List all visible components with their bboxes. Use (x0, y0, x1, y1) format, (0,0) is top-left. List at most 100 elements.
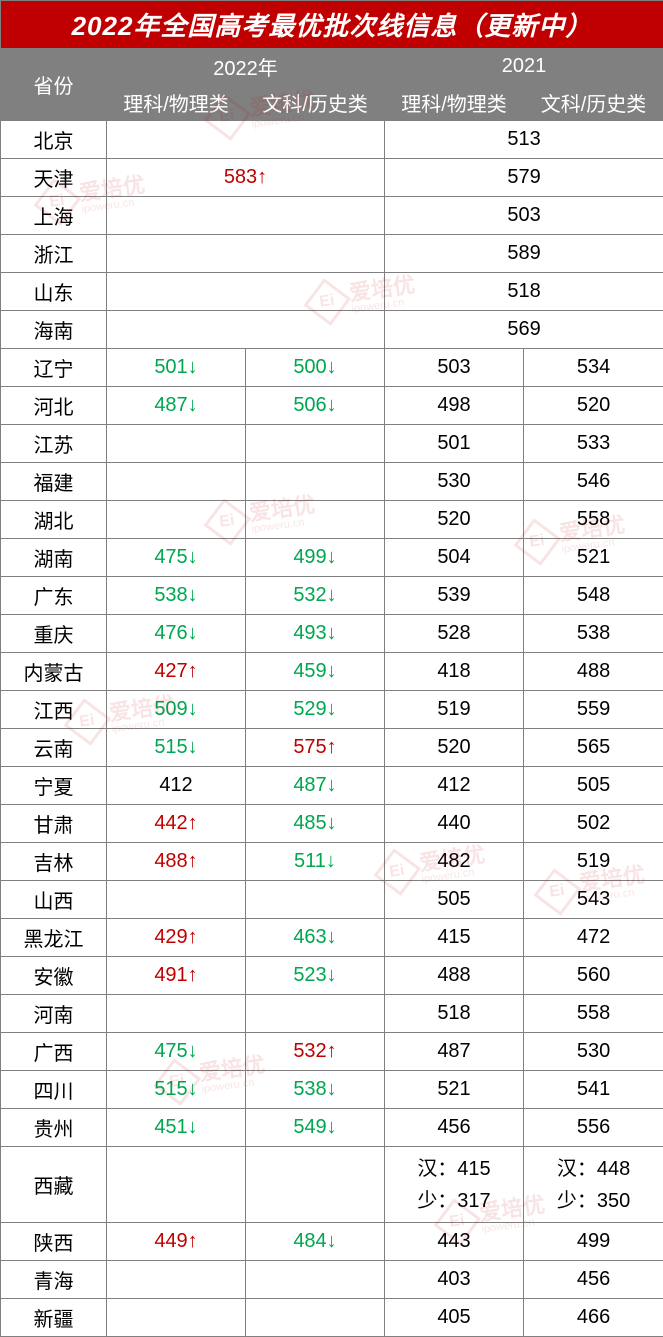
cell-2021-merged: 569 (385, 311, 663, 349)
cell-2022-lib (246, 1147, 385, 1223)
cell-2021-merged: 518 (385, 273, 663, 311)
province-cell: 山西 (1, 881, 107, 919)
cell-2021-lib: 488 (524, 653, 663, 691)
province-cell: 北京 (1, 121, 107, 159)
cell-2021-lib: 556 (524, 1109, 663, 1147)
cell-2021-sci: 519 (385, 691, 524, 729)
table-row: 上海503 (1, 197, 663, 235)
province-cell: 甘肃 (1, 805, 107, 843)
cell-2022-lib (246, 995, 385, 1033)
province-cell: 河南 (1, 995, 107, 1033)
cell-2021-merged: 589 (385, 235, 663, 273)
cell-2021-sci: 415 (385, 919, 524, 957)
province-cell: 宁夏 (1, 767, 107, 805)
cell-2022-lib: 485↓ (246, 805, 385, 843)
table-row: 黑龙江429↑463↓415472 (1, 919, 663, 957)
cell-2022-sci (107, 995, 246, 1033)
table-row: 江苏501533 (1, 425, 663, 463)
cell-2022-merged: 583↑ (107, 159, 385, 197)
province-cell: 辽宁 (1, 349, 107, 387)
cell-2021-lib: 560 (524, 957, 663, 995)
cell-2021-lib: 558 (524, 995, 663, 1033)
score-table: 2022年全国高考最优批次线信息（更新中） 省份 2022年 2021 理科/物… (0, 0, 663, 1337)
province-cell: 上海 (1, 197, 107, 235)
cell-2021-sci: 504 (385, 539, 524, 577)
province-cell: 陕西 (1, 1223, 107, 1261)
province-cell: 江苏 (1, 425, 107, 463)
cell-2022-sci: 515↓ (107, 1071, 246, 1109)
cell-2021-sci: 498 (385, 387, 524, 425)
cell-2021-sci: 528 (385, 615, 524, 653)
table-row: 西藏汉：415 少：317汉：448 少：350 (1, 1147, 663, 1223)
table-row: 湖南475↓499↓504521 (1, 539, 663, 577)
cell-2021-sci: 539 (385, 577, 524, 615)
cell-2021-sci: 488 (385, 957, 524, 995)
province-cell: 青海 (1, 1261, 107, 1299)
cell-2022-lib: 493↓ (246, 615, 385, 653)
table-row: 贵州451↓549↓456556 (1, 1109, 663, 1147)
province-cell: 安徽 (1, 957, 107, 995)
cell-2022-sci: 442↑ (107, 805, 246, 843)
cell-2021-lib: 558 (524, 501, 663, 539)
province-cell: 福建 (1, 463, 107, 501)
cell-2022-lib: 500↓ (246, 349, 385, 387)
cell-2021-lib: 519 (524, 843, 663, 881)
cell-2022-sci: 501↓ (107, 349, 246, 387)
cell-2022-sci (107, 425, 246, 463)
cell-2022-sci: 515↓ (107, 729, 246, 767)
cell-2021-lib: 546 (524, 463, 663, 501)
table-row: 广西475↓532↑487530 (1, 1033, 663, 1071)
cell-2021-lib: 521 (524, 539, 663, 577)
cell-2021-sci: 518 (385, 995, 524, 1033)
table-row: 吉林488↑511↓482519 (1, 843, 663, 881)
province-cell: 重庆 (1, 615, 107, 653)
table-row: 宁夏412487↓412505 (1, 767, 663, 805)
cell-2022-sci: 509↓ (107, 691, 246, 729)
table-row: 海南 569 (1, 311, 663, 349)
cell-2022-lib: 575↑ (246, 729, 385, 767)
province-cell: 河北 (1, 387, 107, 425)
cell-2021-sci: 汉：415 少：317 (385, 1147, 524, 1223)
cell-2021-lib: 502 (524, 805, 663, 843)
province-cell: 海南 (1, 311, 107, 349)
table-body: 北京513天津583↑579上海503浙江589山东518海南569辽宁501↓… (1, 121, 663, 1337)
table-row: 天津583↑579 (1, 159, 663, 197)
cell-2022-sci: 475↓ (107, 1033, 246, 1071)
cell-2022-sci: 487↓ (107, 387, 246, 425)
table-row: 广东538↓532↓539548 (1, 577, 663, 615)
col-2022-sci: 理科/物理类 (107, 85, 246, 121)
cell-2022-lib (246, 1299, 385, 1337)
cell-2022-lib (246, 881, 385, 919)
col-2021-lib: 文科/历史类 (524, 85, 663, 121)
province-cell: 江西 (1, 691, 107, 729)
cell-2021-lib: 533 (524, 425, 663, 463)
cell-2022-lib (246, 425, 385, 463)
province-cell: 浙江 (1, 235, 107, 273)
table-row: 青海403456 (1, 1261, 663, 1299)
table-row: 四川515↓538↓521541 (1, 1071, 663, 1109)
cell-2021-sci: 505 (385, 881, 524, 919)
province-cell: 贵州 (1, 1109, 107, 1147)
cell-2021-sci: 503 (385, 349, 524, 387)
cell-2021-sci: 405 (385, 1299, 524, 1337)
title-row: 2022年全国高考最优批次线信息（更新中） (1, 1, 663, 49)
table-row: 山东 518 (1, 273, 663, 311)
cell-2022-sci: 475↓ (107, 539, 246, 577)
cell-2022-sci: 449↑ (107, 1223, 246, 1261)
cell-2021-merged: 513 (385, 121, 663, 159)
cell-2022-sci: 476↓ (107, 615, 246, 653)
province-cell: 新疆 (1, 1299, 107, 1337)
cell-2021-lib: 456 (524, 1261, 663, 1299)
cell-2022-lib: 523↓ (246, 957, 385, 995)
cell-2022-sci (107, 1299, 246, 1337)
table-row: 福建530546 (1, 463, 663, 501)
province-cell: 山东 (1, 273, 107, 311)
cell-2021-sci: 443 (385, 1223, 524, 1261)
table-row: 河南 518558 (1, 995, 663, 1033)
cell-2022-merged (107, 235, 385, 273)
col-2022-lib: 文科/历史类 (246, 85, 385, 121)
cell-2022-lib: 529↓ (246, 691, 385, 729)
cell-2022-lib: 499↓ (246, 539, 385, 577)
cell-2021-lib: 543 (524, 881, 663, 919)
table-row: 浙江 589 (1, 235, 663, 273)
